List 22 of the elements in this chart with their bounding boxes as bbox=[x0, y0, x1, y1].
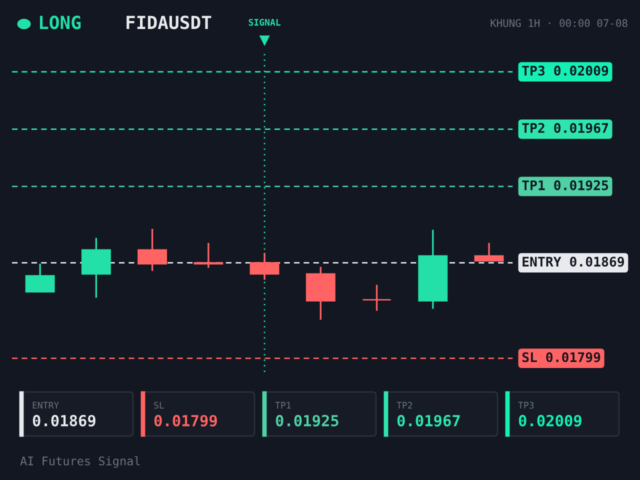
text: ENTRY bbox=[32, 402, 60, 409]
text: TP3 bbox=[518, 402, 534, 409]
ref-line-label: TP3 0.02009 bbox=[522, 66, 608, 76]
chart-title: FIDAUSDT bbox=[126, 16, 212, 30]
candlestick bbox=[362, 284, 392, 312]
text: 0.01967 bbox=[397, 414, 460, 427]
text: 0.01869 bbox=[32, 414, 96, 427]
text: LONG bbox=[40, 16, 81, 30]
ref-line-label: TP2 0.01967 bbox=[522, 122, 608, 134]
text: TP2 bbox=[396, 402, 412, 409]
ref-line-label: ENTRY 0.01869 bbox=[522, 256, 624, 267]
text: KHUNG 1H · 00:00 07-08 bbox=[490, 19, 628, 28]
text: SL bbox=[154, 402, 164, 409]
text: SIGNAL bbox=[248, 18, 280, 26]
text: 0.01925 bbox=[276, 414, 338, 427]
text: 0.02009 bbox=[518, 414, 582, 427]
candlestick bbox=[194, 242, 224, 269]
text: TP1 bbox=[275, 402, 291, 409]
text: AI Futures Signal bbox=[20, 456, 140, 468]
text: 0.01799 bbox=[154, 414, 217, 427]
ref-line-label: SL 0.01799 bbox=[522, 352, 600, 362]
ref-line-label: TP1 0.01925 bbox=[522, 180, 608, 190]
